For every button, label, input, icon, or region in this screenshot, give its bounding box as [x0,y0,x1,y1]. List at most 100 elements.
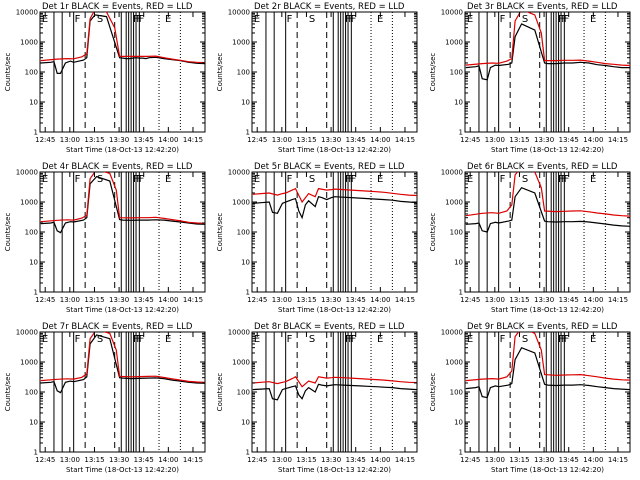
x-tick-label: 13:15 [84,296,104,304]
panel-title: Det 8r BLACK = Events, RED = LLD [254,322,405,332]
event-label: F [561,14,567,25]
x-tick-label: 13:45 [346,136,366,144]
event-label: S [97,174,103,185]
y-axis-title: Counts/sec [4,373,12,412]
y-tick-label: 10 [454,419,463,427]
event-label: F [75,14,81,25]
lld-series [465,12,630,67]
event-label: F [351,174,357,185]
y-tick-label: 1 [246,129,250,137]
x-tick-label: 12:45 [460,296,480,304]
y-tick-label: 10 [454,99,463,107]
x-tick-label: 13:15 [509,296,529,304]
x-tick-label: 13:00 [485,456,505,464]
y-axis-title: Counts/sec [429,373,437,412]
y-tick-label: 1 [34,129,38,137]
y-tick-label: 10000 [228,329,250,337]
x-tick-label: 13:00 [272,456,292,464]
lld-series [252,376,417,388]
x-axis-title: Start Time (18-Oct-13 12:42:20) [491,306,604,314]
x-tick-label: 13:30 [109,136,129,144]
event-label: F [500,334,506,345]
y-axis-title: Counts/sec [216,373,224,412]
event-label: F [561,174,567,185]
event-label: S [522,174,528,185]
x-tick-label: 12:45 [460,136,480,144]
event-label: F [351,14,357,25]
event-label: F [500,14,506,25]
x-tick-label: 14:00 [370,456,390,464]
lld-series [252,187,417,204]
event-label: S [309,174,315,185]
x-tick-label: 12:45 [460,456,480,464]
event-label: S [522,334,528,345]
x-tick-label: 12:45 [247,456,267,464]
y-tick-label: 1000 [445,359,463,367]
x-axis-title: Start Time (18-Oct-13 12:42:20) [491,466,604,474]
x-axis-title: Start Time (18-Oct-13 12:42:20) [491,146,604,154]
x-axis-title: Start Time (18-Oct-13 12:42:20) [66,146,179,154]
x-tick-label: 14:15 [183,456,203,464]
y-axis-title: Counts/sec [429,213,437,252]
x-tick-label: 12:45 [247,136,267,144]
event-label: S [522,14,528,25]
lld-series [465,332,630,382]
x-tick-label: 13:15 [84,456,104,464]
panel-title: Det 4r BLACK = Events, RED = LLD [42,162,193,172]
event-label: E [377,14,383,25]
x-axis-title: Start Time (18-Oct-13 12:42:20) [66,306,179,314]
event-label: E [467,174,473,185]
event-label: E [254,334,260,345]
event-label: F [348,14,354,25]
panel-title: Det 3r BLACK = Events, RED = LLD [467,2,618,12]
y-tick-label: 1000 [232,199,250,207]
x-tick-label: 13:00 [60,296,80,304]
event-label: E [165,334,171,345]
y-tick-label: 1000 [232,359,250,367]
event-label: F [136,14,142,25]
y-tick-label: 1000 [20,199,38,207]
x-axis-title: Start Time (18-Oct-13 12:42:20) [278,306,391,314]
event-label: F [133,174,139,185]
events-series [40,14,205,75]
events-series [252,195,417,220]
y-axis-title: Counts/sec [4,53,12,92]
panel-title: Det 6r BLACK = Events, RED = LLD [467,162,618,172]
x-tick-label: 12:45 [35,456,55,464]
panel-title: Det 9r BLACK = Events, RED = LLD [467,322,618,332]
event-label: F [564,174,570,185]
x-tick-label: 14:00 [583,136,603,144]
y-tick-label: 100 [450,229,463,237]
x-tick-label: 14:00 [370,136,390,144]
x-tick-label: 13:00 [485,296,505,304]
event-label: S [97,14,103,25]
x-tick-label: 13:00 [272,296,292,304]
x-tick-label: 14:00 [583,456,603,464]
x-tick-label: 13:45 [134,456,154,464]
x-tick-label: 13:30 [109,456,129,464]
x-tick-label: 13:00 [485,136,505,144]
event-label: F [345,174,351,185]
x-tick-label: 13:15 [296,296,316,304]
x-tick-label: 14:15 [608,136,628,144]
x-tick-label: 14:15 [395,296,415,304]
x-tick-label: 14:00 [370,296,390,304]
y-tick-label: 100 [450,69,463,77]
event-label: E [254,174,260,185]
y-tick-label: 1000 [20,39,38,47]
y-tick-label: 1 [459,129,463,137]
y-tick-label: 10 [29,99,38,107]
y-tick-label: 100 [450,389,463,397]
x-tick-label: 13:00 [272,136,292,144]
x-tick-label: 13:45 [346,296,366,304]
lld-series [465,172,630,217]
event-label: F [564,14,570,25]
x-tick-label: 13:30 [321,136,341,144]
